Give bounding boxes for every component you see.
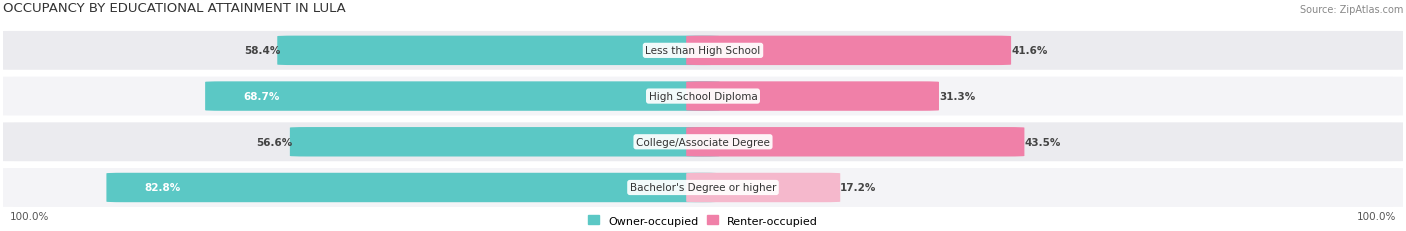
Text: Source: ZipAtlas.com: Source: ZipAtlas.com xyxy=(1301,5,1403,15)
Text: High School Diploma: High School Diploma xyxy=(648,92,758,102)
Text: 17.2%: 17.2% xyxy=(841,183,876,193)
Text: 31.3%: 31.3% xyxy=(939,92,976,102)
FancyBboxPatch shape xyxy=(0,168,1406,207)
Text: 58.4%: 58.4% xyxy=(243,46,280,56)
Text: 82.8%: 82.8% xyxy=(145,183,180,193)
FancyBboxPatch shape xyxy=(686,173,841,202)
Text: 100.0%: 100.0% xyxy=(1357,211,1396,221)
FancyBboxPatch shape xyxy=(205,82,720,111)
FancyBboxPatch shape xyxy=(277,36,720,66)
FancyBboxPatch shape xyxy=(686,128,1025,157)
FancyBboxPatch shape xyxy=(290,128,720,157)
FancyBboxPatch shape xyxy=(0,77,1406,116)
Text: 56.6%: 56.6% xyxy=(256,137,292,147)
FancyBboxPatch shape xyxy=(0,32,1406,70)
Text: Less than High School: Less than High School xyxy=(645,46,761,56)
Text: 68.7%: 68.7% xyxy=(243,92,280,102)
Text: 100.0%: 100.0% xyxy=(10,211,49,221)
FancyBboxPatch shape xyxy=(686,82,939,111)
FancyBboxPatch shape xyxy=(107,173,720,202)
Text: OCCUPANCY BY EDUCATIONAL ATTAINMENT IN LULA: OCCUPANCY BY EDUCATIONAL ATTAINMENT IN L… xyxy=(3,2,346,15)
Text: 41.6%: 41.6% xyxy=(1011,46,1047,56)
Text: College/Associate Degree: College/Associate Degree xyxy=(636,137,770,147)
FancyBboxPatch shape xyxy=(0,123,1406,161)
Legend: Owner-occupied, Renter-occupied: Owner-occupied, Renter-occupied xyxy=(583,211,823,230)
Text: Bachelor's Degree or higher: Bachelor's Degree or higher xyxy=(630,183,776,193)
Text: 43.5%: 43.5% xyxy=(1025,137,1060,147)
FancyBboxPatch shape xyxy=(686,36,1011,66)
